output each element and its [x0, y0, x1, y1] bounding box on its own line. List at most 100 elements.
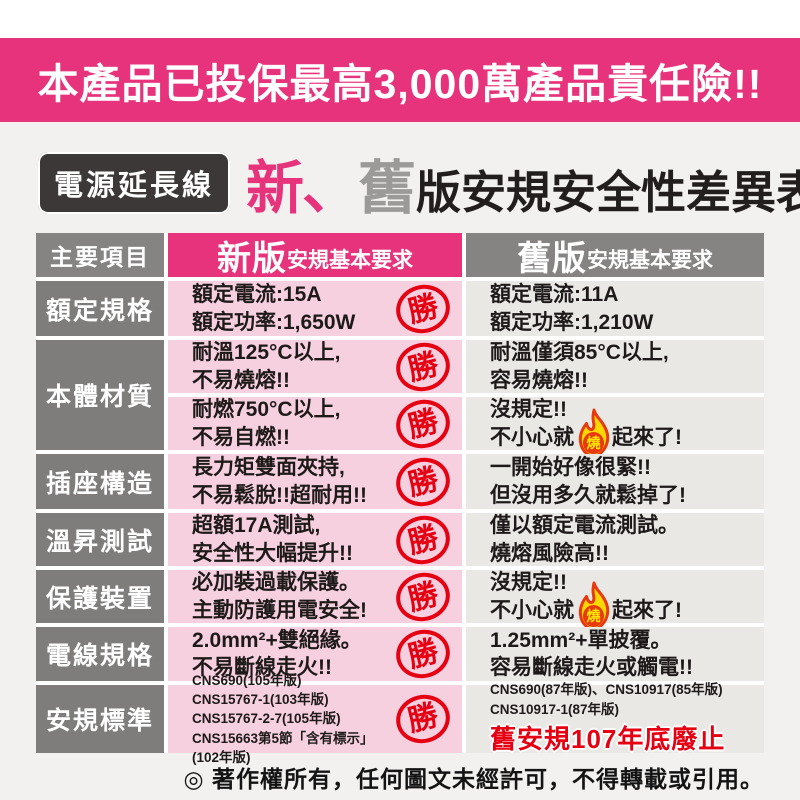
material-a-new-line2: 不易燒熔!! [192, 368, 290, 392]
wire-old-line2: 容易斷線走火或觸電!! [490, 656, 693, 679]
temp-old-line2: 燒熔風險高!! [490, 541, 609, 565]
row-label-spec: 額定規格 [36, 281, 164, 336]
insurance-banner-text: 本產品已投保最高3,000萬產品責任險!! [37, 61, 763, 107]
spec-old-cell: 額定電流:11A 額定功率:1,210W [466, 281, 764, 336]
fire-char: 燒 [587, 608, 601, 624]
title-new-highlight: 新、 [246, 156, 360, 221]
material-b-new-line2: 不易自燃!! [192, 425, 290, 449]
old-standard-abolish-banner: 舊安規107年底廢止 [490, 723, 726, 754]
fire-line-post: 起來了! [612, 598, 682, 622]
win-stamp-icon: 勝 [390, 509, 456, 570]
title-rest: 版安規安全性差異表 [416, 167, 800, 218]
win-stamp-icon: 勝 [390, 393, 456, 454]
socket-new-line2: 不易鬆脫!!超耐用!! [192, 483, 367, 507]
top-margin [0, 0, 800, 38]
fire-icon: 燒 [578, 408, 610, 459]
spec-old-line2: 額定功率:1,210W [490, 310, 654, 334]
insurance-banner: 本產品已投保最高3,000萬產品責任險!! [0, 38, 800, 122]
column-header-old-big: 舊版 [517, 239, 587, 278]
material-a-old-line1: 耐溫僅須85°C以上, [490, 341, 669, 365]
socket-new-cell: 長力矩雙面夾持, 不易鬆脫!!超耐用!! 勝 [168, 451, 462, 512]
fire-line-pre: 不小心就 [490, 598, 574, 622]
protect-old-cell: 沒規定!! 不小心就 燒 起來了! [466, 570, 764, 632]
material-b-old-line1: 沒規定!! [490, 398, 567, 422]
standard-new-line2: CNS15767-1(103年版) [192, 692, 329, 708]
temp-old-line1: 僅以額定電流測試。 [490, 514, 679, 538]
win-stamp-icon: 勝 [390, 689, 456, 749]
copyright-notice: ◎ 著作權所有，任何圖文未經許可，不得轉載或引用。 [183, 766, 764, 792]
row-label-material: 本體材質 [36, 340, 164, 450]
win-stamp-icon: 勝 [390, 624, 456, 684]
material-a-new-cell: 耐溫125°C以上, 不易燒熔!! 勝 [168, 336, 462, 397]
spec-new-line1: 額定電流:15A [192, 283, 322, 307]
fire-icon: 燒 [578, 581, 610, 632]
row-label-socket: 插座構造 [36, 454, 164, 509]
fire-line-pre: 不小心就 [490, 425, 574, 449]
win-stamp-icon: 勝 [390, 336, 456, 397]
column-header-new-big: 新版 [217, 239, 287, 278]
spec-new-cell: 額定電流:15A 額定功率:1,650W 勝 [168, 278, 462, 339]
spec-new-line2: 額定功率:1,650W [192, 310, 356, 334]
column-header-new-small: 安規基本要求 [287, 249, 413, 272]
socket-old-line2: 但沒用多久就鬆掉了! [490, 483, 686, 507]
protect-new-line1: 必加裝過載保護。 [192, 571, 360, 595]
protect-old-line1: 沒規定!! [490, 571, 567, 595]
title-old-highlight: 舊 [358, 156, 417, 221]
fire-line-post: 起來了! [612, 425, 682, 449]
spec-old-line1: 額定電流:11A [490, 283, 619, 307]
standard-new-line1: CNS690(105年版) [192, 673, 302, 689]
standard-old-cell: CNS690(87年版)、CNS10917(85年版) CNS10917-1(8… [466, 682, 764, 754]
column-header-new: 新版 安規基本要求 [168, 233, 462, 278]
win-stamp-char: 勝 [404, 576, 442, 617]
wire-new-line2: 不易斷線走火!! [192, 656, 332, 679]
row-label-standard: 安規標準 [36, 685, 164, 753]
wire-new-cell: 2.0mm²+雙絕緣。 不易斷線走火!! 勝 [168, 624, 462, 684]
column-header-old: 舊版 安規基本要求 [466, 233, 764, 278]
temp-new-cell: 超額17A測試, 安全性大幅提升!! 勝 [168, 509, 462, 570]
socket-old-cell: 一開始好像很緊!! 但沒用多久就鬆掉了! [466, 454, 764, 509]
row-label-wire: 電線規格 [36, 627, 164, 681]
column-header-old-small: 安規基本要求 [587, 249, 713, 272]
comparison-table: 主要項目 新版 安規基本要求 舊版 安規基本要求 額定規格 額定電流:15A 額… [36, 233, 764, 765]
page-title-text: 新、 舊 版安規安全性差異表 [246, 141, 800, 225]
product-tag: 電源延長線 [38, 152, 231, 214]
material-b-new-cell: 耐燃750°C以上, 不易自燃!! 勝 [168, 393, 462, 454]
win-stamp-icon: 勝 [390, 566, 456, 627]
temp-new-line2: 安全性大幅提升!! [192, 541, 353, 565]
wire-old-line1: 1.25mm²+單披覆。 [490, 628, 672, 652]
wire-new-line1: 2.0mm²+雙絕緣。 [192, 628, 362, 652]
standard-old-line1: CNS690(87年版)、CNS10917(85年版) [490, 682, 723, 698]
temp-old-cell: 僅以額定電流測試。 燒熔風險高!! [466, 513, 764, 566]
win-stamp-char: 勝 [404, 634, 442, 674]
win-stamp-char: 勝 [404, 698, 442, 738]
row-label-protect: 保護裝置 [36, 570, 164, 623]
win-stamp-char: 勝 [404, 461, 442, 502]
win-stamp-char: 勝 [404, 288, 442, 329]
protect-old-line2: 不小心就 燒 起來了! [490, 581, 756, 632]
protect-new-line2: 主動防護用電安全! [192, 598, 367, 622]
material-b-old-line2: 不小心就 燒 起來了! [490, 408, 756, 459]
standard-new-line3: CNS15767-2-7(105年版) [192, 711, 341, 727]
win-stamp-char: 勝 [404, 519, 442, 560]
protect-new-cell: 必加裝過載保護。 主動防護用電安全! 勝 [168, 566, 462, 627]
material-a-old-line2: 容易燒熔!! [490, 368, 588, 392]
win-stamp-char: 勝 [404, 346, 442, 387]
material-b-new-line1: 耐燃750°C以上, [192, 398, 341, 422]
standard-new-line4: CNS15663第5節「含有標示」(102年版) [192, 730, 374, 765]
standard-old-line2: CNS10917-1(87年版) [490, 701, 620, 717]
socket-old-line1: 一開始好像很緊!! [490, 456, 651, 480]
win-stamp-icon: 勝 [390, 278, 456, 339]
wire-old-cell: 1.25mm²+單披覆。 容易斷線走火或觸電!! [466, 627, 764, 681]
column-header-item: 主要項目 [36, 233, 164, 277]
row-label-temp: 溫昇測試 [36, 513, 164, 566]
win-stamp-icon: 勝 [390, 451, 456, 512]
standard-new-cell: CNS690(105年版) CNS15767-1(103年版) CNS15767… [168, 673, 462, 765]
win-stamp-char: 勝 [404, 403, 442, 444]
material-a-new-line1: 耐溫125°C以上, [192, 341, 341, 365]
fire-char: 燒 [587, 435, 601, 451]
page-title: 電源延長線 新、 舊 版安規安全性差異表 [38, 150, 800, 221]
temp-new-line1: 超額17A測試, [192, 514, 321, 538]
socket-new-line1: 長力矩雙面夾持, [192, 456, 345, 480]
material-b-old-cell: 沒規定!! 不小心就 燒 起來了! [466, 397, 764, 459]
material-a-old-cell: 耐溫僅須85°C以上, 容易燒熔!! [466, 340, 764, 393]
